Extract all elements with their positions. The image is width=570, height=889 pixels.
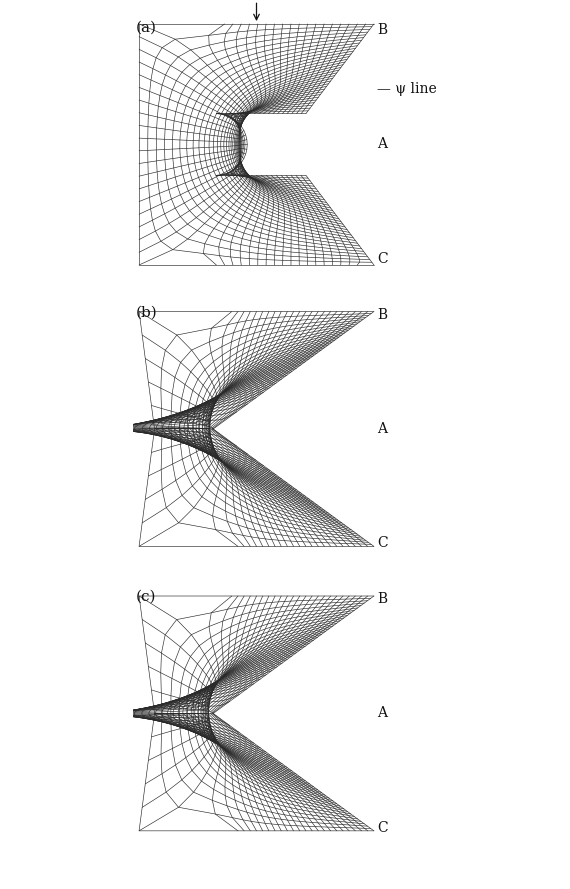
Text: B: B (377, 308, 387, 322)
Text: B: B (377, 592, 387, 606)
Text: — ψ line: — ψ line (377, 82, 437, 96)
Text: B: B (377, 23, 387, 37)
Text: A: A (377, 138, 387, 151)
Text: (b): (b) (136, 305, 158, 319)
Text: A: A (377, 707, 387, 720)
Text: C: C (377, 252, 388, 266)
Text: (c): (c) (136, 589, 157, 604)
Text: φ lines: φ lines (233, 0, 280, 20)
Text: (a): (a) (136, 20, 157, 35)
Text: C: C (377, 536, 388, 550)
Text: C: C (377, 821, 388, 835)
Text: A: A (377, 422, 387, 436)
